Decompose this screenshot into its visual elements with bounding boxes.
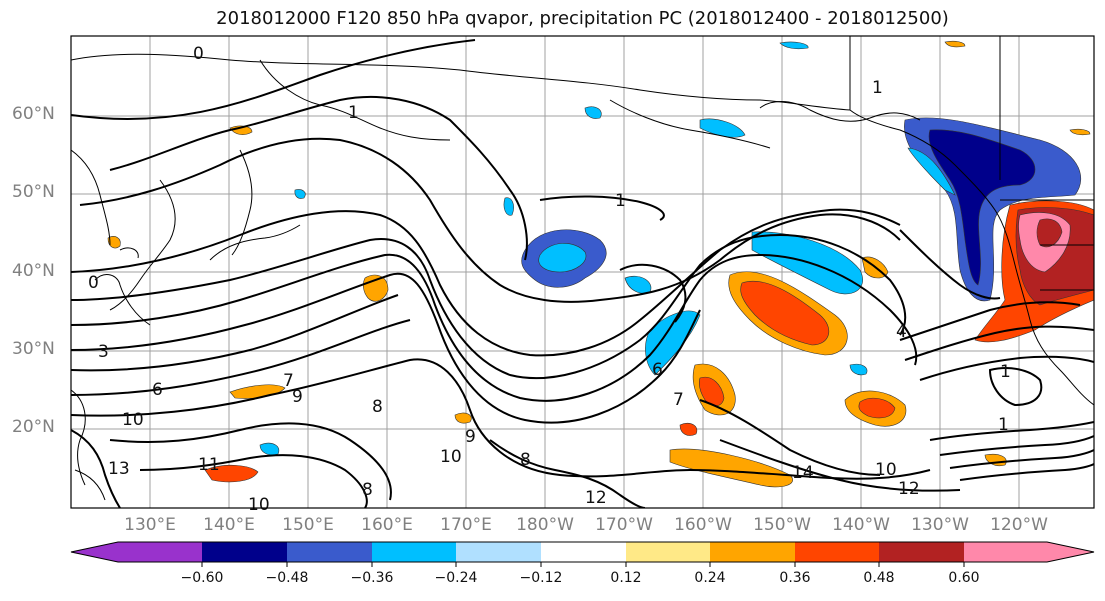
contour-label: 9 bbox=[465, 427, 476, 447]
colorbar-segment bbox=[456, 542, 541, 562]
lat-label: 50°N bbox=[12, 182, 55, 202]
colorbar-tick-label: −0.36 bbox=[350, 570, 394, 586]
lon-label: 130°W bbox=[911, 515, 969, 535]
colorbar-tick-label: −0.60 bbox=[180, 570, 224, 586]
contour-label: 7 bbox=[283, 371, 294, 391]
colorbar-tick-label: 0.24 bbox=[694, 570, 726, 586]
lat-label: 30°N bbox=[12, 339, 55, 359]
colorbar-segment bbox=[710, 542, 795, 562]
colorbar-tick-label: −0.12 bbox=[519, 570, 563, 586]
lon-label: 180°W bbox=[516, 515, 574, 535]
contour-label: 10 bbox=[248, 495, 270, 515]
contour-label: 8 bbox=[372, 397, 383, 417]
colorbar-segment bbox=[879, 542, 964, 562]
colorbar-segment bbox=[287, 542, 372, 562]
contour-label: 0 bbox=[193, 44, 204, 64]
contour-labels: 0 1 1 0 3 6 7 9 10 8 11 13 10 8 9 10 8 7… bbox=[88, 44, 1011, 515]
colorbar-outline bbox=[70, 541, 1095, 563]
contour-label: 1 bbox=[998, 415, 1009, 435]
colorbar-segment bbox=[964, 542, 1047, 562]
colorbar-segment bbox=[541, 542, 626, 562]
contour-label: 13 bbox=[108, 459, 130, 479]
colorbar-tick-label: 0.60 bbox=[948, 570, 980, 586]
contour-label: 0 bbox=[88, 273, 99, 293]
lat-label: 60°N bbox=[12, 104, 55, 124]
contour-label: 11 bbox=[198, 455, 220, 475]
lon-label: 170°W bbox=[595, 515, 653, 535]
contour-label: 9 bbox=[292, 387, 303, 407]
colorbar-segment bbox=[118, 542, 202, 562]
precipitation-fill bbox=[107, 40, 1094, 488]
colorbar-extend-max bbox=[1047, 542, 1094, 562]
contour-label: 6 bbox=[152, 380, 163, 400]
contour-label: 8 bbox=[520, 450, 531, 470]
contour-label: 1 bbox=[348, 103, 359, 123]
map-frame bbox=[70, 35, 1095, 509]
lon-label: 150°W bbox=[753, 515, 811, 535]
contour-label: 10 bbox=[875, 460, 897, 480]
lon-label: 130°E bbox=[124, 515, 176, 535]
lat-label: 20°N bbox=[12, 417, 55, 437]
colorbar-tick-label: −0.48 bbox=[265, 570, 309, 586]
colorbar-tick-label: 0.48 bbox=[863, 570, 895, 586]
colorbar-segment bbox=[202, 542, 287, 562]
contour-label: 12 bbox=[585, 488, 607, 508]
colorbar-tick-label: 0.36 bbox=[779, 570, 811, 586]
qvapor-contours bbox=[71, 39, 1094, 508]
lon-label: 140°E bbox=[203, 515, 255, 535]
colorbar-segment bbox=[372, 542, 456, 562]
contour-label: 12 bbox=[898, 479, 920, 499]
contour-label: 1 bbox=[615, 191, 626, 211]
colorbar-tick-label: 0.12 bbox=[610, 570, 642, 586]
map-title: 2018012000 F120 850 hPa qvapor, precipit… bbox=[216, 8, 949, 29]
coastlines bbox=[71, 36, 1094, 501]
lon-label: 170°E bbox=[440, 515, 492, 535]
lon-label: 160°W bbox=[674, 515, 732, 535]
contour-label: 1 bbox=[1000, 362, 1011, 382]
colorbar-extend-min bbox=[71, 542, 118, 562]
contour-label: 10 bbox=[440, 447, 462, 467]
contour-label: 8 bbox=[362, 480, 373, 500]
lon-label: 160°E bbox=[361, 515, 413, 535]
contour-label: 14 bbox=[792, 463, 814, 483]
lat-label: 40°N bbox=[12, 261, 55, 281]
contour-label: 7 bbox=[673, 390, 684, 410]
colorbar-segment bbox=[626, 542, 710, 562]
contour-label: 4 bbox=[896, 322, 907, 342]
lon-label: 120°W bbox=[990, 515, 1048, 535]
contour-label: 10 bbox=[122, 410, 144, 430]
contour-label: 3 bbox=[98, 342, 109, 362]
colorbar-tick-label: −0.24 bbox=[434, 570, 478, 586]
colorbar-segment bbox=[795, 542, 879, 562]
colorbar bbox=[70, 541, 1095, 567]
contour-label: 6 bbox=[652, 360, 663, 380]
lon-label: 150°E bbox=[282, 515, 334, 535]
graticule bbox=[71, 36, 1094, 508]
contour-label: 1 bbox=[872, 78, 883, 98]
lon-label: 140°W bbox=[832, 515, 890, 535]
